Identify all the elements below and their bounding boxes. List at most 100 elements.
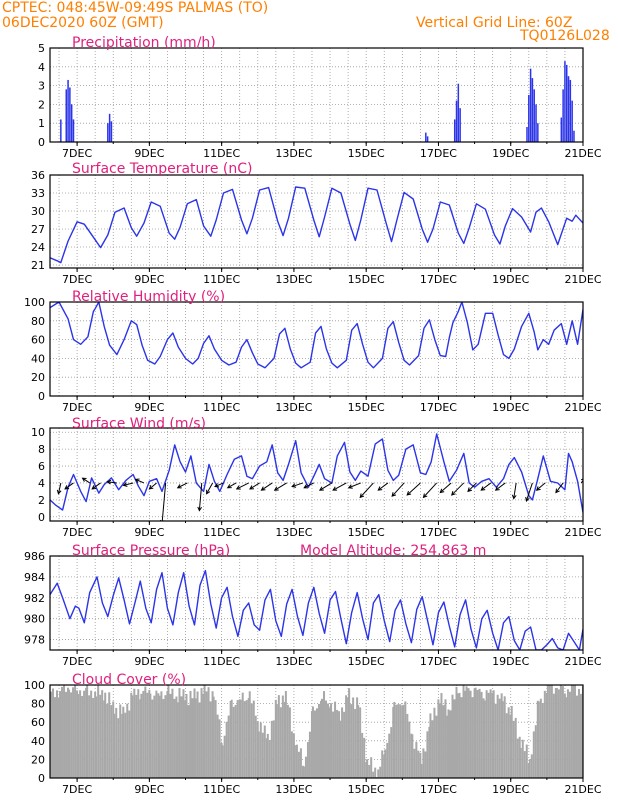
- wind-arrow: [480, 482, 492, 491]
- cloud-bar: [487, 692, 490, 778]
- cloud-bar: [257, 731, 260, 778]
- cloud-bar: [491, 692, 494, 778]
- cloud-bar: [453, 699, 456, 778]
- cloud-bar: [133, 688, 136, 778]
- x-tick-label: 7DEC: [62, 783, 92, 796]
- panel-title: Precipitation (mm/h): [72, 35, 216, 51]
- cloud-bar: [429, 713, 432, 778]
- x-tick-label: 19DEC: [492, 783, 529, 796]
- cloud-bar: [534, 725, 537, 778]
- cloud-bar: [388, 733, 391, 778]
- cloud-bar: [510, 705, 513, 778]
- x-tick-label: 13DEC: [275, 655, 312, 668]
- x-tick-label: 15DEC: [348, 147, 385, 160]
- x-tick-label: 13DEC: [275, 526, 312, 539]
- cloud-bar: [420, 764, 423, 778]
- cloud-bar: [377, 769, 380, 778]
- y-tick-label: 100: [24, 296, 45, 309]
- cloud-bar: [411, 734, 414, 778]
- cloud-bar: [482, 698, 485, 778]
- cloud-bar: [361, 732, 364, 778]
- cloud-bar: [500, 693, 503, 778]
- x-tick-label: 11DEC: [203, 273, 240, 286]
- panel-0: 0 1 2 3 4 5 7DEC 9DEC 11DEC 13DEC 15DEC 17DEC 19DEC 2…: [38, 35, 602, 160]
- cloud-bar: [266, 733, 269, 778]
- y-tick-label: 24: [31, 241, 45, 254]
- header-station: CPTEC: 048:45W-09:49S PALMAS (TO): [2, 0, 269, 16]
- cloud-bar: [575, 695, 578, 778]
- precip-bar: [537, 123, 539, 142]
- precip-bar: [565, 64, 568, 142]
- y-tick-label: 40: [31, 735, 45, 748]
- cloud-bar: [250, 703, 253, 778]
- cloud-bar: [268, 739, 271, 778]
- cloud-bar: [559, 685, 562, 778]
- cloud-bar: [545, 692, 548, 778]
- cloud-bar: [537, 701, 540, 778]
- cloud-bar: [117, 718, 120, 778]
- cloud-bar: [308, 731, 311, 778]
- cloud-bar: [245, 700, 248, 778]
- cloud-bar: [525, 744, 528, 778]
- cloud-bar: [81, 695, 84, 778]
- wind-arrow: [303, 482, 315, 489]
- cloud-bar: [155, 690, 158, 778]
- wind-arrow: [91, 482, 101, 490]
- cloud-bar: [523, 751, 526, 778]
- cloud-bar: [158, 695, 161, 778]
- cloud-bar: [577, 688, 580, 778]
- wind-arrow: [235, 482, 249, 490]
- cloud-bar: [572, 685, 575, 778]
- y-tick-label: 0: [38, 772, 45, 785]
- wind-arrow: [525, 482, 533, 502]
- cloud-bar: [518, 736, 521, 778]
- y-tick-label: 60: [31, 334, 45, 347]
- cloud-bar: [223, 735, 226, 778]
- panel-title: Surface Wind (m/s): [72, 416, 206, 432]
- wind-arrow: [332, 482, 347, 491]
- precip-bar: [533, 89, 535, 142]
- cloud-bar: [338, 711, 341, 778]
- x-tick-label: 13DEC: [275, 147, 312, 160]
- wind-arrow: [249, 482, 260, 490]
- cloud-bar: [532, 731, 535, 778]
- precip-bar: [535, 104, 537, 142]
- cloud-bar: [139, 699, 142, 778]
- y-tick-label: 10: [31, 426, 45, 439]
- wind-arrow: [451, 482, 465, 496]
- cloud-bar: [187, 705, 190, 778]
- cloud-bar: [455, 686, 458, 778]
- y-tick-label: 100: [24, 679, 45, 692]
- precip-bar: [560, 117, 563, 142]
- cloud-bar: [503, 696, 506, 778]
- cloud-bar: [61, 686, 64, 778]
- cloud-bar: [67, 687, 70, 778]
- cloud-bar: [92, 697, 95, 778]
- x-tick-label: 9DEC: [134, 526, 164, 539]
- cloud-bar: [277, 695, 280, 778]
- precip-bar: [569, 79, 572, 142]
- y-tick-label: 30: [31, 205, 45, 218]
- cloud-bar: [370, 757, 373, 778]
- model-altitude-label: Model Altitude: 254.863 m: [300, 543, 486, 559]
- cloud-bar: [433, 707, 436, 778]
- cloud-bar: [169, 693, 172, 778]
- cloud-bar: [85, 687, 88, 778]
- cloud-bar: [157, 693, 160, 778]
- cloud-bar: [295, 744, 298, 778]
- header-date: 06DEC2020 60Z (GMT): [2, 15, 164, 31]
- cloud-bar: [313, 710, 316, 778]
- cloud-bar: [386, 742, 389, 778]
- wind-arrow: [555, 482, 564, 494]
- cloud-bar: [247, 697, 250, 778]
- cloud-bar: [59, 691, 62, 778]
- cloud-bar: [390, 727, 393, 778]
- y-tick-label: 33: [31, 187, 45, 200]
- cloud-bar: [492, 690, 495, 778]
- panel-title: Surface Pressure (hPa): [72, 543, 230, 559]
- cloud-bar: [243, 701, 246, 778]
- cloud-bar: [148, 689, 151, 778]
- cloud-bar: [350, 704, 353, 778]
- wind-arrow: [197, 482, 203, 512]
- cloud-bar: [462, 685, 465, 778]
